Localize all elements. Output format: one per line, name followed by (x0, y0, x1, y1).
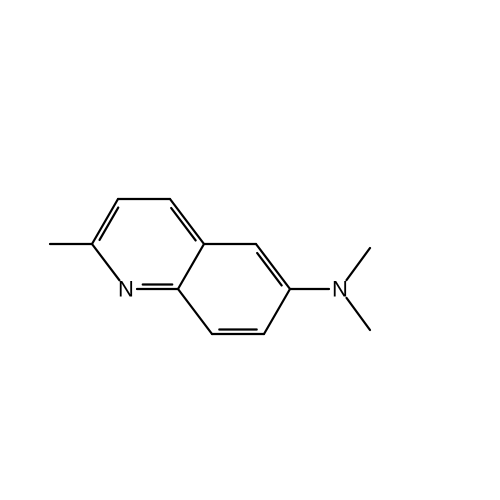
svg-text:N: N (332, 277, 348, 302)
svg-text:N: N (118, 277, 134, 302)
canvas: NN (0, 0, 500, 500)
molecule-structure: NN (0, 0, 500, 500)
